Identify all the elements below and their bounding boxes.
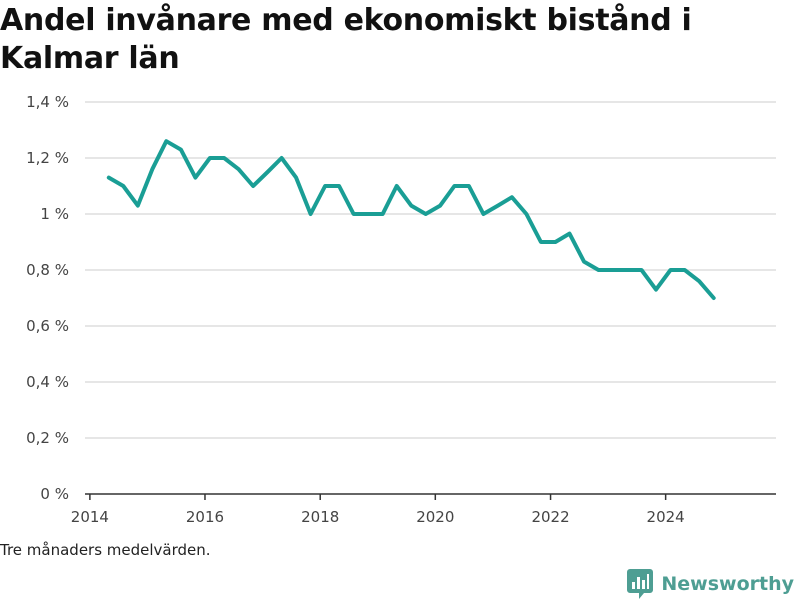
x-tick-label: 2018 [301, 508, 339, 526]
y-axis-tick-labels: 0 % 0,2 % 0,4 % 0,6 % 0,8 % 1 % 1,2 % 1,4 % [26, 93, 69, 503]
chart-note: Tre månaders medelvärden. [0, 541, 211, 559]
x-tick-label: 2024 [647, 508, 685, 526]
newsworthy-logo[interactable]: Newsworthy [627, 569, 794, 599]
y-tick-label: 1,4 % [26, 93, 69, 111]
chart-title: Andel invånare med ekonomiskt bistånd i … [0, 3, 692, 76]
x-tick-label: 2020 [416, 508, 454, 526]
x-tick-label: 2014 [71, 508, 109, 526]
bar-chart-speech-bubble-icon [627, 569, 654, 599]
y-tick-label: 1,2 % [26, 149, 69, 167]
y-tick-label: 0,6 % [26, 317, 69, 335]
y-tick-label: 0,4 % [26, 373, 69, 391]
y-tick-label: 1 % [40, 205, 69, 223]
y-tick-label: 0 % [40, 485, 69, 503]
gridlines [85, 101, 776, 439]
y-tick-label: 0,2 % [26, 429, 69, 447]
brand-name: Newsworthy [661, 573, 794, 595]
x-axis-tick-labels: 2014 2016 2018 2020 2022 2024 [71, 508, 685, 526]
x-tick-label: 2022 [531, 508, 569, 526]
series-line [106, 139, 716, 300]
x-axis-ticks [89, 494, 667, 500]
x-tick-label: 2016 [186, 508, 224, 526]
y-tick-label: 0,8 % [26, 261, 69, 279]
